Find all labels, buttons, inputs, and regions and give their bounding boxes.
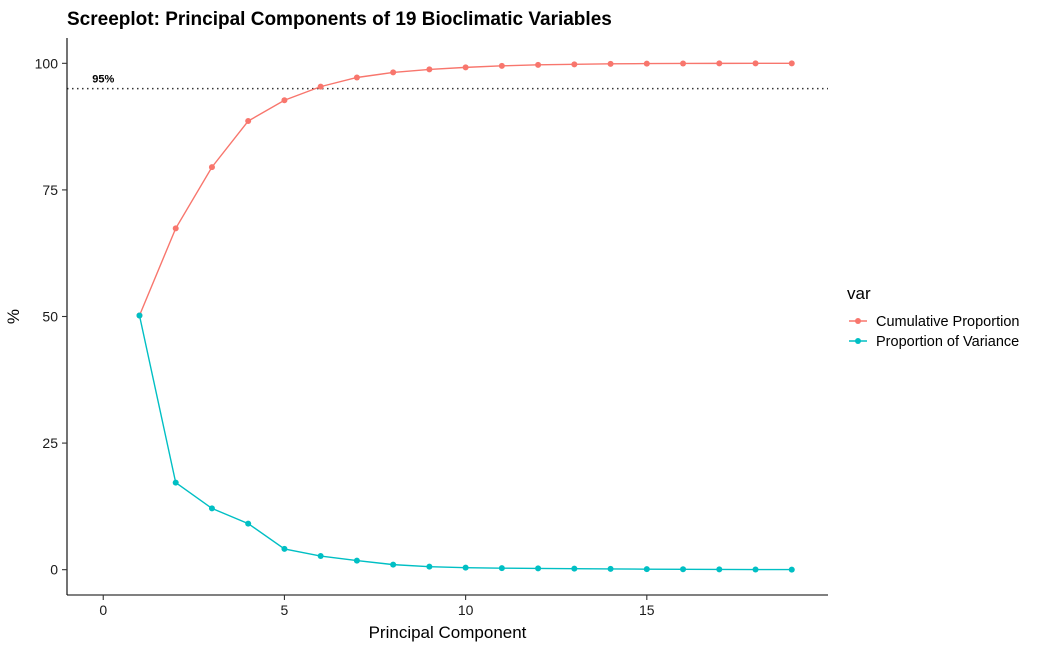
reference-line-group: 95% <box>67 74 828 90</box>
data-point <box>281 97 288 104</box>
legend-label: Proportion of Variance <box>876 334 1019 350</box>
data-point <box>498 62 505 69</box>
data-point <box>281 545 288 552</box>
y-axis-title: % <box>4 309 23 324</box>
x-axis-ticks: 0 5 10 15 <box>99 595 655 618</box>
data-point <box>752 566 759 573</box>
data-point <box>716 566 723 573</box>
data-point <box>680 566 687 573</box>
data-point <box>788 60 795 67</box>
chart-title: Screeplot: Principal Components of 19 Bi… <box>67 9 612 30</box>
legend-label: Cumulative Proportion <box>876 314 1019 330</box>
series-line <box>138 62 792 316</box>
data-point <box>680 60 687 67</box>
data-point <box>607 565 614 572</box>
data-point <box>390 561 397 568</box>
data-point <box>535 61 542 68</box>
x-tick-label: 15 <box>639 602 655 618</box>
data-point <box>353 557 360 564</box>
legend-title: var <box>847 284 871 303</box>
x-tick-label: 5 <box>281 602 289 618</box>
data-point <box>172 479 179 486</box>
data-point <box>172 225 179 232</box>
data-point <box>317 83 324 90</box>
legend-item: Proportion of Variance <box>849 334 1019 350</box>
data-point <box>208 164 215 171</box>
data-point <box>462 64 469 71</box>
x-tick-label: 0 <box>99 602 107 618</box>
y-tick-label: 50 <box>42 309 58 325</box>
legend-item: Cumulative Proportion <box>849 314 1019 330</box>
series-group <box>136 60 795 573</box>
data-point <box>317 553 324 560</box>
data-point <box>571 565 578 572</box>
threshold-95-label: 95% <box>92 74 114 86</box>
data-point <box>353 74 360 81</box>
data-point <box>245 118 252 125</box>
data-point <box>390 69 397 76</box>
x-axis-title: Principal Component <box>369 623 527 642</box>
data-point <box>752 60 759 67</box>
series-line <box>138 315 792 571</box>
series-cumulative-proportion <box>136 60 795 319</box>
y-tick-label: 75 <box>42 182 58 198</box>
data-point <box>607 60 614 67</box>
data-point <box>571 61 578 68</box>
legend-key-point <box>855 338 861 344</box>
x-tick-label: 10 <box>458 602 474 618</box>
data-point <box>462 564 469 571</box>
axes-group: 0 5 10 15 0 25 50 75 100 <box>35 38 828 618</box>
series-proportion-of-variance <box>136 312 795 573</box>
data-point <box>643 566 650 573</box>
y-tick-label: 100 <box>35 55 59 71</box>
legend: var Cumulative Proportion Proportion of V… <box>847 284 1019 350</box>
data-point <box>426 563 433 570</box>
data-point <box>643 60 650 67</box>
data-point <box>535 565 542 572</box>
data-point <box>716 60 723 67</box>
data-point <box>136 312 143 319</box>
y-tick-label: 25 <box>42 435 58 451</box>
legend-key-point <box>855 318 861 324</box>
data-point <box>788 566 795 573</box>
y-axis-ticks: 0 25 50 75 100 <box>35 55 67 578</box>
data-point <box>498 565 505 572</box>
data-point <box>245 520 252 527</box>
data-point <box>426 66 433 73</box>
y-tick-label: 0 <box>50 562 58 578</box>
data-point <box>208 505 215 512</box>
